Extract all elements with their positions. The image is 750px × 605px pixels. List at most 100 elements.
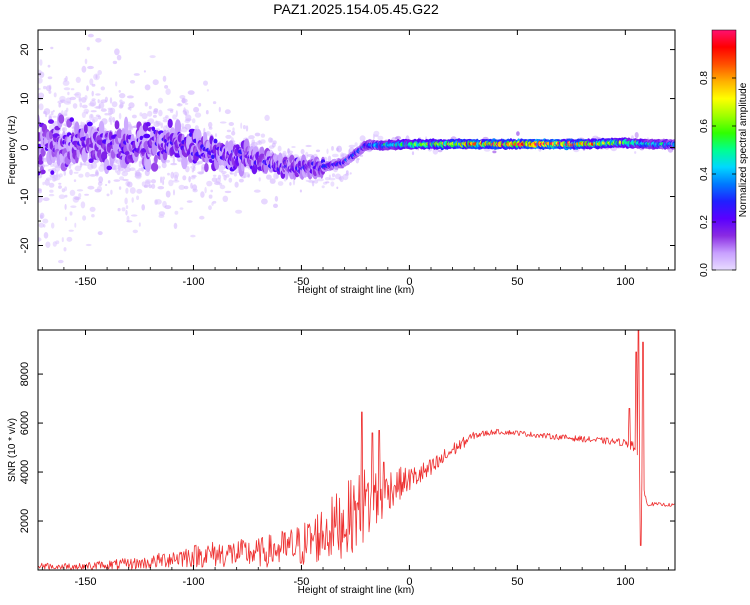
spectrogram-cell	[160, 122, 164, 129]
spectrogram-cell	[143, 70, 146, 73]
spectrogram-cell	[115, 159, 121, 165]
spectrogram-cell	[325, 181, 330, 184]
spectrogram-cell	[38, 71, 45, 78]
spectrogram-cell	[274, 195, 279, 202]
spectrogram-cell	[182, 175, 187, 181]
spectrogram-cell	[191, 174, 197, 178]
spectrogram-cell	[231, 131, 236, 136]
spectrogram-cell	[224, 109, 231, 115]
spectrogram-cell	[148, 105, 152, 110]
spectrogram-cell	[103, 158, 110, 174]
spectrogram-cell	[193, 106, 200, 113]
spectrogram-cell	[157, 97, 164, 104]
spectrogram-cell	[136, 195, 140, 201]
spectrogram-cell	[225, 174, 230, 178]
spectrogram-cell	[188, 176, 191, 183]
spectrogram-cell	[219, 121, 227, 124]
snr-x-tick-label: -100	[182, 576, 204, 588]
spectrogram-cell	[261, 198, 268, 205]
spectrogram-cell	[125, 187, 129, 194]
spectrogram-cell	[75, 76, 81, 83]
spectrogram-cell	[115, 81, 118, 87]
spectrogram-cell	[144, 101, 148, 107]
spectrogram-cell	[117, 163, 121, 171]
spectrogram-cell	[58, 102, 61, 108]
spectrogram-cell	[58, 173, 63, 178]
spectrogram-cell	[38, 195, 43, 203]
spectrogram-cell	[233, 172, 237, 177]
spectrogram-heatmap	[38, 33, 675, 264]
spectrogram-cell	[170, 162, 178, 166]
spectrogram-cell	[133, 73, 140, 76]
snr-y-tick-label: 2000	[19, 509, 31, 533]
spectrogram-x-label: Height of straight line (km)	[298, 285, 415, 296]
spectrogram-cell	[167, 172, 170, 176]
spectrogram-cell	[45, 241, 51, 248]
spectrogram-cell	[234, 181, 239, 188]
spectrogram-cell	[70, 88, 75, 91]
spectrogram-cell	[91, 83, 96, 87]
spectrogram-cell	[147, 110, 153, 117]
spectrogram-cell	[187, 90, 195, 95]
spectrogram-cell	[179, 207, 184, 210]
spectrogram-cell	[51, 222, 55, 229]
spectrogram-cell	[89, 78, 94, 86]
spectrogram-blobs	[38, 33, 675, 264]
spectrogram-cell	[222, 195, 229, 202]
spectrogram-cell	[230, 172, 234, 175]
chart-title: PAZ1.2025.154.05.45.G22	[273, 1, 439, 17]
spectrogram-cell	[83, 108, 90, 114]
spectrogram-cell	[125, 209, 128, 216]
spectrogram-cell	[203, 80, 208, 86]
spectrogram-cell	[155, 199, 162, 205]
spectrogram-cell	[357, 158, 360, 161]
spectrogram-cell	[44, 179, 50, 186]
spectrogram-cell	[125, 205, 129, 210]
spectrogram-cell	[38, 188, 42, 192]
spectrogram-cell	[95, 171, 99, 177]
spectrogram-cell	[84, 193, 89, 196]
spectrogram-cell	[126, 220, 133, 223]
spectrogram-cell	[181, 97, 186, 104]
spectrogram-cell	[184, 111, 187, 116]
spectrogram-cell	[193, 165, 196, 171]
spectrogram-cell	[107, 180, 111, 184]
spectrogram-cell	[277, 145, 282, 152]
spectrogram-cell	[38, 222, 45, 228]
spectrogram-cell	[78, 193, 82, 198]
spectrogram-cell	[208, 194, 213, 199]
snr-x-tick-label: 100	[616, 576, 634, 588]
spectrogram-cell	[67, 91, 70, 96]
spectrogram-cell	[88, 158, 94, 163]
spectrogram-cell	[176, 103, 183, 107]
spectrogram-cell	[82, 215, 87, 221]
spectrogram-cell	[38, 237, 42, 242]
spectrogram-cell	[95, 114, 100, 118]
spectrogram-cell	[126, 95, 134, 99]
spectrogram-cell	[59, 95, 66, 102]
spectrogram-cell	[64, 203, 67, 210]
spectrogram-cell	[266, 174, 272, 180]
spectrogram-cell	[191, 118, 196, 124]
spectrogram-cell	[112, 60, 118, 65]
spectrogram-cell	[152, 114, 157, 118]
spectrogram-cell	[138, 222, 141, 227]
spectrogram-cell	[95, 74, 98, 79]
snr-x-tick-label: -150	[74, 576, 96, 588]
spectrogram-cell	[129, 187, 136, 194]
spectrogram-frame	[37, 29, 676, 271]
colorbar-tick-label: 0.8	[699, 71, 710, 85]
spectrogram-cell	[76, 189, 84, 192]
colorbar-tick-label: 0.4	[699, 167, 710, 181]
spectrogram-cell	[178, 184, 185, 190]
spectrogram-cell	[85, 243, 92, 247]
spectrogram-cell	[254, 132, 261, 137]
spectrogram-cell	[144, 84, 151, 91]
spectrogram-cell	[349, 172, 352, 175]
spectrogram-y-tick-label: -20	[19, 238, 31, 254]
spectrogram-cell	[190, 234, 196, 238]
spectrogram-cell	[300, 148, 305, 155]
spectrogram-cell	[232, 127, 235, 132]
spectrogram-cell	[97, 70, 102, 75]
spectrogram-cell	[271, 142, 276, 148]
